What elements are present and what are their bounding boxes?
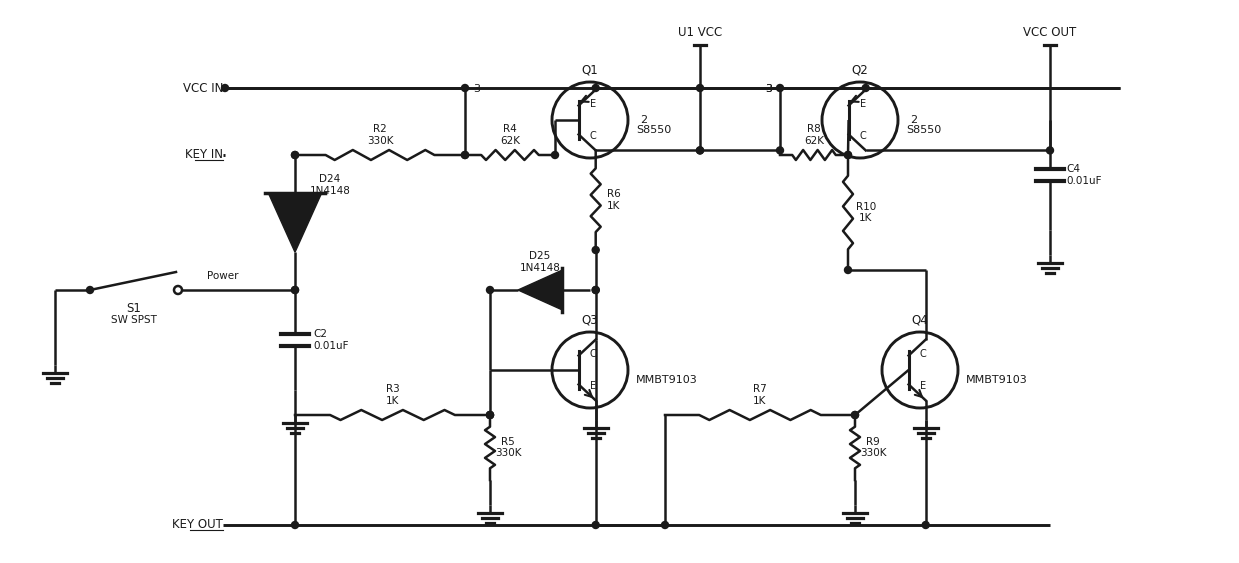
Circle shape [592,287,600,293]
Text: E: E [921,381,926,391]
Text: R10
1K: R10 1K [856,202,876,224]
Circle shape [487,412,493,418]
Circle shape [845,151,851,159]
Circle shape [487,412,493,418]
Circle shape [291,521,299,529]
Text: Q3: Q3 [581,314,598,327]
Text: R3
1K: R3 1K [385,384,399,406]
Circle shape [845,266,851,274]
Circle shape [777,147,783,154]
Circle shape [291,151,299,159]
Circle shape [696,147,704,154]
Text: Q1: Q1 [581,64,598,77]
Circle shape [696,147,704,154]
Text: MMBT9103: MMBT9103 [966,375,1027,385]
Circle shape [592,287,600,293]
Text: E: E [590,381,596,391]
Text: 3: 3 [764,84,772,94]
Text: D25
1N4148: D25 1N4148 [519,251,560,273]
Circle shape [487,287,493,293]
Text: R2
330K: R2 330K [367,124,393,146]
Text: R5
330K: R5 330K [494,437,522,458]
Circle shape [461,151,468,159]
Circle shape [551,151,559,159]
Text: Power: Power [207,271,239,281]
Text: D24
1N4148: D24 1N4148 [310,174,351,196]
Text: KEY IN: KEY IN [185,149,223,162]
Text: R9
330K: R9 330K [860,437,886,458]
Text: C: C [590,349,596,359]
Text: S1: S1 [126,302,141,315]
Text: 2: 2 [641,115,647,125]
Circle shape [291,287,299,293]
Text: C4
0.01uF: C4 0.01uF [1066,164,1101,186]
Circle shape [291,287,299,293]
Text: Q4: Q4 [912,314,928,327]
Text: 3: 3 [764,84,772,94]
Text: C: C [860,131,866,141]
Circle shape [845,151,851,159]
Text: S8550: S8550 [906,125,942,135]
Polygon shape [269,193,322,252]
Circle shape [461,151,468,159]
Text: E: E [860,99,866,109]
Circle shape [592,521,600,529]
Text: MMBT9103: MMBT9103 [636,375,698,385]
Text: R8
62K: R8 62K [804,124,824,146]
Circle shape [291,151,299,159]
Circle shape [592,84,600,92]
Text: S8550: S8550 [636,125,672,135]
Circle shape [222,84,228,92]
Text: 2: 2 [909,115,917,125]
Circle shape [851,412,859,418]
Circle shape [862,84,870,92]
Circle shape [662,521,669,529]
Circle shape [696,84,704,92]
Circle shape [592,247,600,253]
Text: R7
1K: R7 1K [753,384,767,406]
Circle shape [922,521,929,529]
Polygon shape [518,270,563,310]
Circle shape [461,84,468,92]
Text: VCC IN: VCC IN [182,82,223,95]
Circle shape [851,412,859,418]
Text: KEY OUT: KEY OUT [172,519,223,531]
Text: SW SPST: SW SPST [112,315,157,325]
Text: C: C [919,349,927,359]
Circle shape [777,84,783,92]
Text: C: C [590,131,596,141]
Text: C2
0.01uF: C2 0.01uF [313,329,348,351]
Text: R6
1K: R6 1K [607,189,621,211]
Circle shape [1047,147,1053,154]
Text: 3: 3 [473,84,479,94]
Text: U1 VCC: U1 VCC [678,26,722,39]
Circle shape [87,287,93,293]
Text: E: E [590,99,596,109]
Text: VCC OUT: VCC OUT [1023,26,1077,39]
Text: Q2: Q2 [851,64,869,77]
Circle shape [487,412,493,418]
Text: R4
62K: R4 62K [501,124,520,146]
